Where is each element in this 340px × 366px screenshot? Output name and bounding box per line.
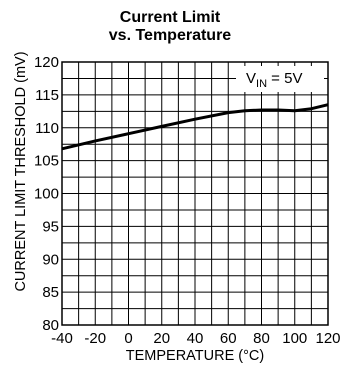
x-tick-labels: -40 -20 0 20 40 60 80 100 120 xyxy=(51,330,340,347)
x-tick-label: 0 xyxy=(124,330,132,347)
y-tick-label: 115 xyxy=(35,87,59,104)
x-tick-label: -20 xyxy=(84,330,106,347)
y-tick-label: 120 xyxy=(34,54,59,71)
y-tick-label: 80 xyxy=(42,317,59,334)
x-tick-label: 40 xyxy=(187,330,204,347)
y-tick-label: 85 xyxy=(42,284,59,301)
y-tick-labels: 80 85 90 95 100 105 110 115 120 xyxy=(34,54,59,334)
annotation-background xyxy=(236,66,324,92)
series-line xyxy=(61,103,329,151)
y-tick-label: 90 xyxy=(42,251,59,268)
y-tick-label: 110 xyxy=(35,120,59,137)
chart-title-line-2: vs. Temperature xyxy=(108,27,232,44)
x-tick-label: -40 xyxy=(51,330,73,347)
x-tick-label: 60 xyxy=(220,330,237,347)
x-tick-label: 80 xyxy=(253,330,270,347)
annotation-text: VIN = 5V xyxy=(246,70,302,90)
series-group xyxy=(61,103,329,151)
y-axis-label: CURRENT LIMIT THRESHOLD (mV) xyxy=(13,51,29,291)
chart-title-line-1: Current Limit xyxy=(119,9,221,26)
x-tick-label: 100 xyxy=(282,330,307,347)
grid xyxy=(62,62,328,325)
y-tick-label: 95 xyxy=(42,218,59,235)
plot-border xyxy=(61,61,329,326)
x-tick-label: 120 xyxy=(315,330,340,347)
y-tick-label: 105 xyxy=(34,153,59,170)
plot-frame xyxy=(61,61,329,326)
x-axis-label: TEMPERATURE (°C) xyxy=(126,348,264,364)
x-tick-label: 20 xyxy=(153,330,170,347)
y-tick-label: 100 xyxy=(34,186,59,203)
vin-annotation: VIN = 5V xyxy=(236,66,324,92)
